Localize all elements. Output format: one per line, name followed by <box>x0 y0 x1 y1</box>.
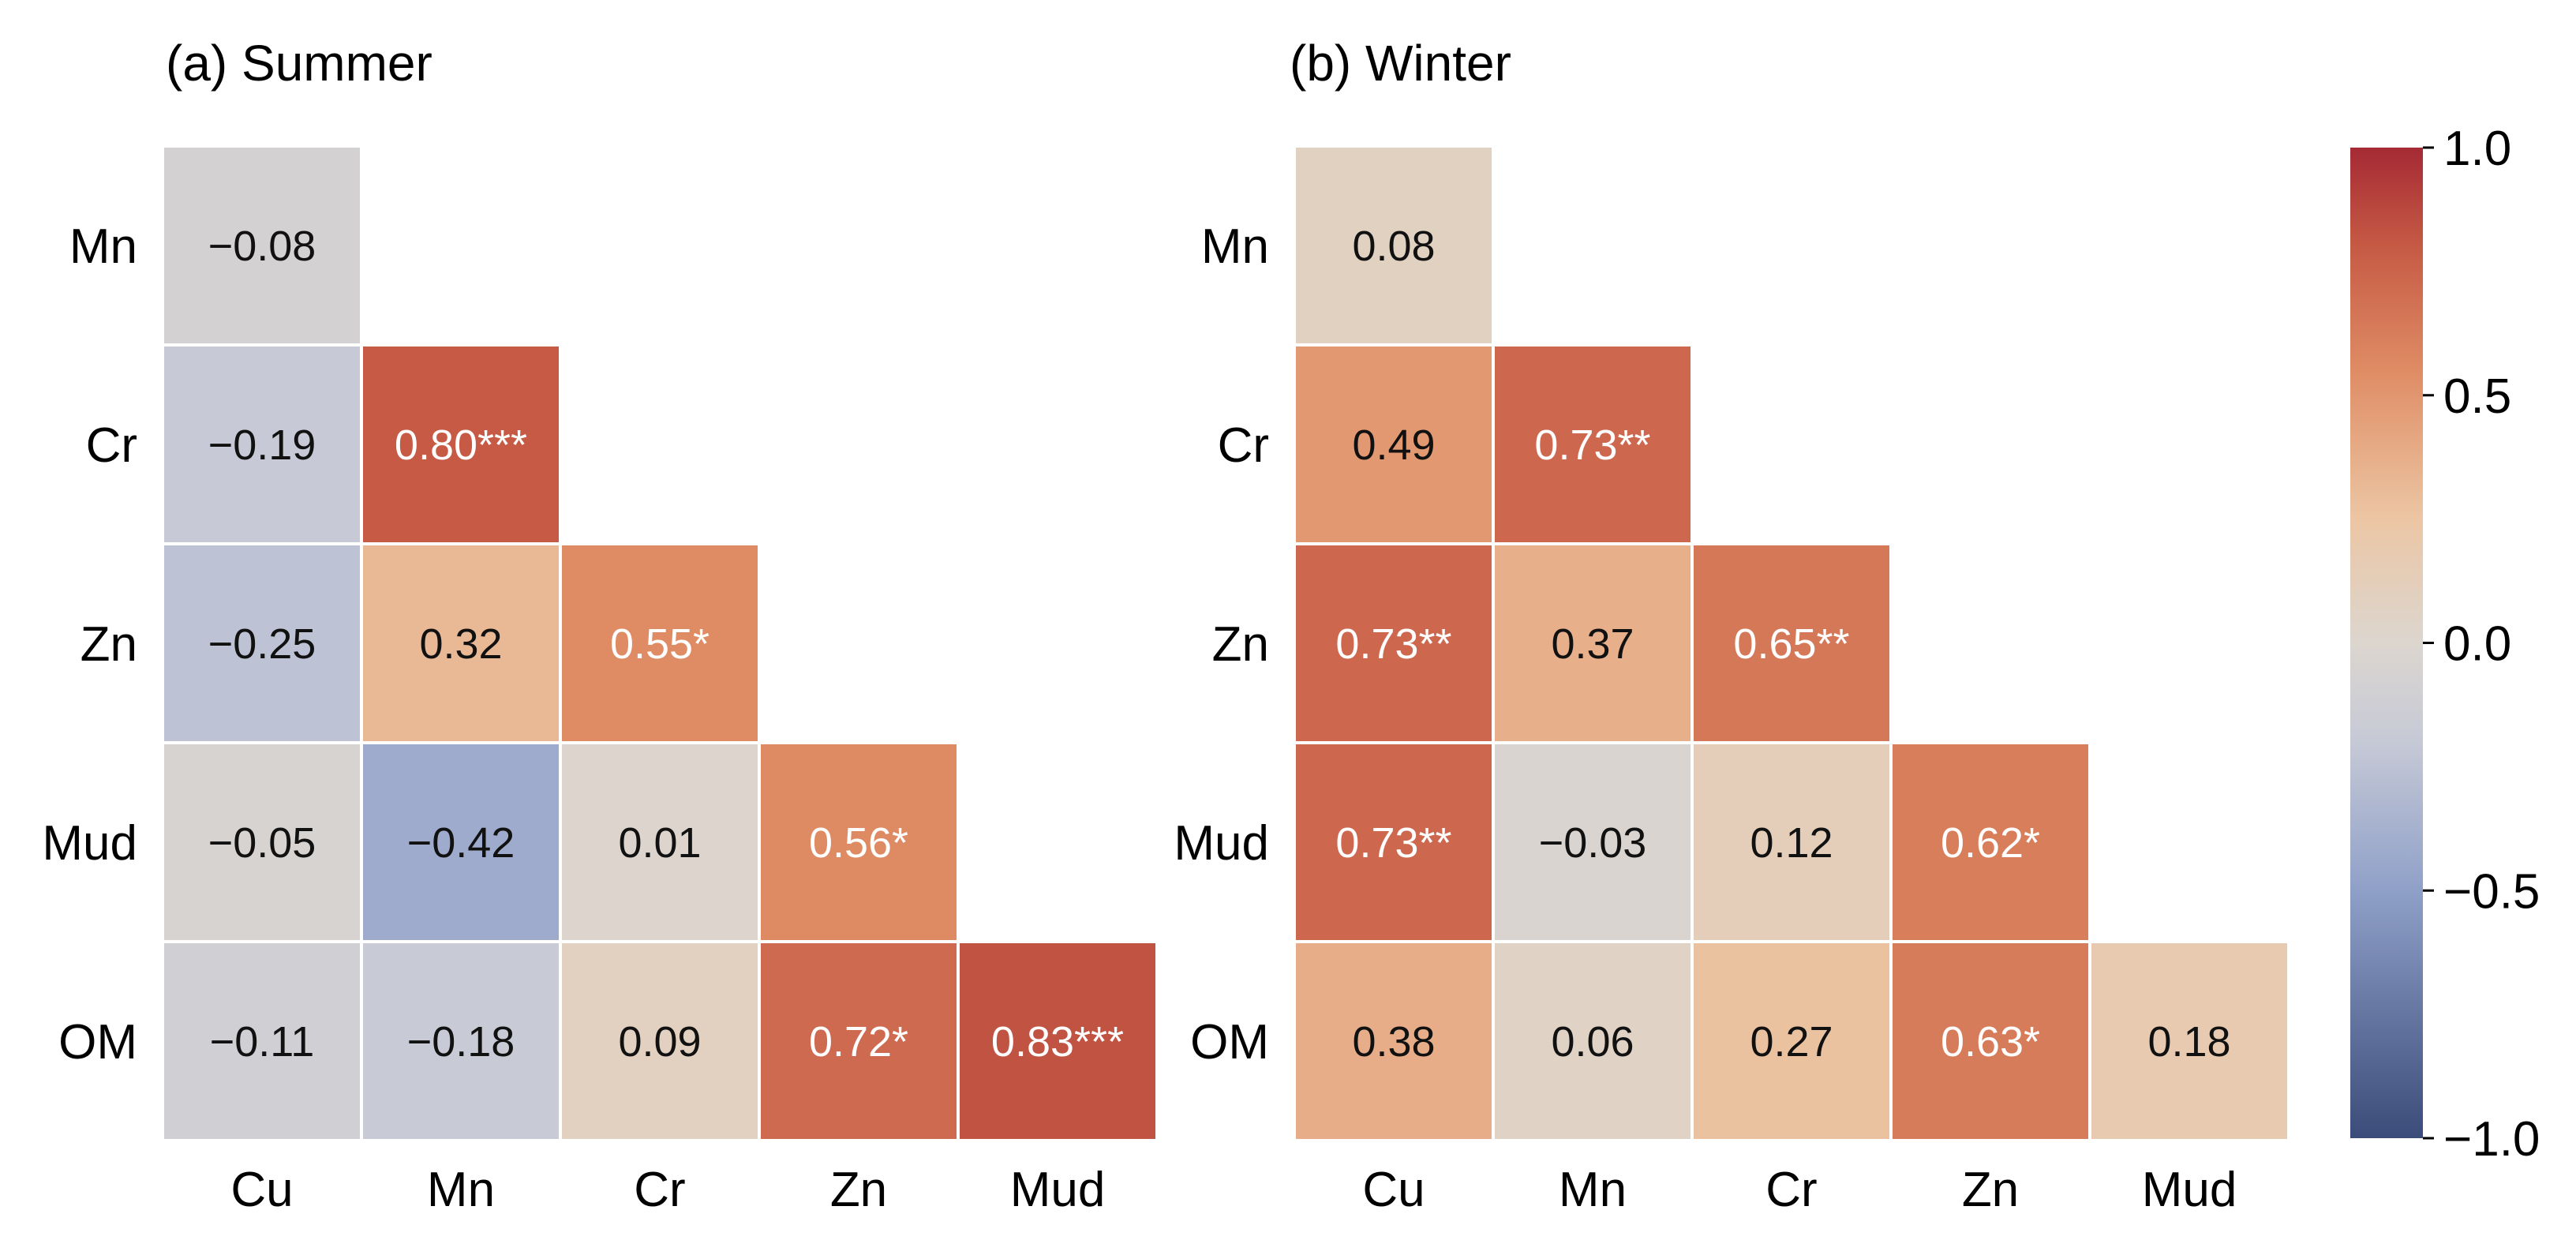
summer-y-tick-label: Cr <box>86 418 137 473</box>
summer-cell-label: 0.01 <box>618 819 701 867</box>
summer-cell-label: −0.11 <box>210 1018 315 1066</box>
winter-cell-zn-cr <box>1690 542 1893 744</box>
winter-cell-label: 0.73** <box>1534 421 1650 469</box>
summer-y-tick-label: Mud <box>42 816 137 871</box>
winter-cell-mn-cu <box>1293 144 1495 347</box>
winter-cell-label: 0.63* <box>1941 1018 2040 1066</box>
winter-cell-label: 0.06 <box>1551 1018 1634 1066</box>
summer-cell-om-mn <box>360 940 562 1142</box>
summer-x-tick-label: Cr <box>634 1163 685 1217</box>
summer-cell-om-mud <box>957 940 1159 1142</box>
summer-cell-mud-zn <box>758 741 960 943</box>
winter-x-tick-label: Mn <box>1559 1163 1627 1217</box>
summer-y-tick-label: Zn <box>80 617 137 672</box>
winter-cell-cr-cu <box>1293 343 1495 545</box>
summer-cell-mn-cu <box>161 144 363 347</box>
winter-x-tick-label: Cu <box>1362 1163 1425 1217</box>
winter-cell-om-mud <box>2088 940 2290 1142</box>
summer-cell-mud-mn <box>360 741 562 943</box>
winter-cell-mud-zn <box>1889 741 2091 943</box>
summer-heatmap-panel: (a) Summer −0.08 −0.19 0.80*** −0.25 0.32 0.55… <box>42 35 1159 1217</box>
colorbar-tick-label: 0.5 <box>2443 369 2511 424</box>
winter-y-tick-label: Mud <box>1174 816 1269 871</box>
winter-y-tick-label: Zn <box>1212 617 1269 672</box>
winter-cell-om-cr <box>1690 940 1893 1142</box>
winter-cell-label: 0.38 <box>1352 1018 1435 1066</box>
winter-cell-om-zn <box>1889 940 2091 1142</box>
summer-cell-label: 0.56* <box>809 819 908 867</box>
summer-cell-cr-mn <box>360 343 562 545</box>
summer-x-tick-label: Mud <box>1010 1163 1106 1217</box>
winter-heatmap-panel: (b) Winter 0.08 0.49 0.73** 0.73** 0.37 0.65**… <box>1174 35 2290 1217</box>
winter-cell-label: 0.73** <box>1335 620 1451 668</box>
winter-cell-om-mn <box>1492 940 1694 1142</box>
winter-y-tick-label: OM <box>1190 1015 1269 1070</box>
summer-cell-label: −0.42 <box>407 819 515 867</box>
summer-cell-label: −0.18 <box>407 1018 515 1066</box>
winter-x-tick-label: Zn <box>1962 1163 2019 1217</box>
summer-cell-zn-cr <box>559 542 761 744</box>
summer-x-tick-label: Cu <box>230 1163 293 1217</box>
winter-cell-label: 0.73** <box>1335 819 1451 867</box>
winter-cell-label: 0.27 <box>1750 1018 1833 1066</box>
winter-cell-mud-cu <box>1293 741 1495 943</box>
summer-x-tick-label: Zn <box>830 1163 887 1217</box>
summer-cell-label: 0.09 <box>618 1018 701 1066</box>
summer-cell-om-cr <box>559 940 761 1142</box>
summer-cell-label: 0.83*** <box>991 1018 1124 1066</box>
summer-cell-label: 0.32 <box>419 620 502 668</box>
summer-x-tick-label: Mn <box>427 1163 495 1217</box>
winter-cell-label: 0.08 <box>1352 223 1435 270</box>
colorbar-tick-label: 0.0 <box>2443 617 2511 672</box>
summer-cell-zn-cu <box>161 542 363 744</box>
winter-cell-label: 0.12 <box>1750 819 1833 867</box>
summer-cell-om-zn <box>758 940 960 1142</box>
winter-y-tick-label: Mn <box>1201 219 1269 274</box>
colorbar-gradient <box>2350 148 2423 1138</box>
winter-cell-label: −0.03 <box>1539 819 1647 867</box>
winter-cell-zn-cu <box>1293 542 1495 744</box>
summer-cell-label: −0.25 <box>208 620 316 668</box>
winter-y-tick-label: Cr <box>1218 418 1269 473</box>
summer-cell-label: −0.08 <box>208 223 316 270</box>
winter-cell-label: 0.65** <box>1733 620 1849 668</box>
winter-x-tick-label: Mud <box>2142 1163 2237 1217</box>
winter-cell-label: 0.18 <box>2147 1018 2230 1066</box>
summer-panel-title: (a) Summer <box>166 35 432 92</box>
winter-panel-title: (b) Winter <box>1290 35 1511 92</box>
colorbar-tick-label: −1.0 <box>2443 1112 2540 1167</box>
summer-cell-cr-cu <box>161 343 363 545</box>
summer-cell-label: −0.19 <box>208 421 316 469</box>
winter-cell-mud-mn <box>1492 741 1694 943</box>
summer-y-tick-label: OM <box>58 1015 137 1070</box>
summer-cell-label: 0.72* <box>809 1018 908 1066</box>
colorbar-tick-label: 1.0 <box>2443 122 2511 176</box>
winter-cell-zn-mn <box>1492 542 1694 744</box>
winter-cell-label: 0.37 <box>1551 620 1634 668</box>
winter-cell-label: 0.49 <box>1352 421 1435 469</box>
winter-cell-label: 0.62* <box>1941 819 2040 867</box>
winter-cell-cr-mn <box>1492 343 1694 545</box>
summer-cell-label: 0.80*** <box>395 421 527 469</box>
winter-x-tick-label: Cr <box>1765 1163 1817 1217</box>
summer-y-tick-label: Mn <box>69 219 137 274</box>
summer-cell-label: −0.05 <box>208 819 316 867</box>
colorbar: 1.0 0.5 0.0 −0.5 −1.0 <box>2350 122 2540 1167</box>
summer-cell-label: 0.55* <box>610 620 710 668</box>
colorbar-tick-label: −0.5 <box>2443 864 2540 919</box>
